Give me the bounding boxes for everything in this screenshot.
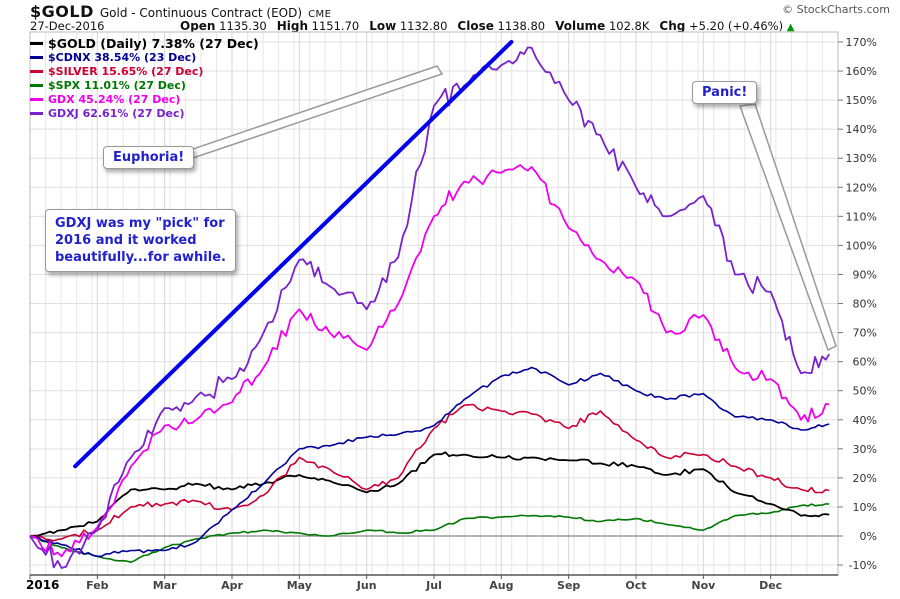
y-tick-label: 80% <box>853 298 877 311</box>
legend-label: $SPX 11.01% (27 Dec) <box>48 79 186 92</box>
panic-annotation: Panic! <box>692 81 758 104</box>
legend-swatch <box>30 98 43 101</box>
series-line-spx <box>29 503 830 563</box>
x-tick-label: Aug <box>489 579 513 592</box>
quote-open: Open 1135.30 <box>180 19 267 33</box>
x-tick-label: Jul <box>425 579 442 592</box>
note-line-2: 2016 and it worked <box>55 233 197 248</box>
y-tick-label: 70% <box>853 327 877 340</box>
quote-low: Low 1132.80 <box>369 19 448 33</box>
y-tick-label: 140% <box>846 123 877 136</box>
legend-item-5: GDXJ 62.61% (27 Dec) <box>30 107 259 120</box>
x-tick-label: 2016 <box>26 578 59 592</box>
y-tick-label: 20% <box>853 472 877 485</box>
x-tick-label: May <box>287 579 312 592</box>
x-tick-label: Feb <box>86 579 109 592</box>
legend-swatch <box>30 84 43 87</box>
y-tick-label: 110% <box>846 210 877 223</box>
legend-item-4: GDX 45.24% (27 Dec) <box>30 93 259 106</box>
legend-label: $GOLD (Daily) 7.38% (27 Dec) <box>48 36 259 51</box>
legend-item-0: $GOLD (Daily) 7.38% (27 Dec) <box>30 36 259 51</box>
trendline <box>73 39 514 469</box>
series-line-gold <box>29 451 830 537</box>
legend-swatch <box>30 56 43 59</box>
series-line-silver <box>29 403 830 542</box>
exchange: CME <box>308 9 332 20</box>
y-tick-label: 150% <box>846 94 877 107</box>
quote-volume: Volume 102.8K <box>555 19 650 33</box>
series-line-gdx <box>29 164 830 558</box>
y-tick-label: 0% <box>860 530 877 543</box>
gdxj-note-annotation: GDXJ was my "pick" for 2016 and it worke… <box>45 209 236 272</box>
y-tick-label: 120% <box>846 181 877 194</box>
legend-item-1: $CDNX 38.54% (23 Dec) <box>30 51 259 64</box>
quote-high: High 1151.70 <box>276 19 360 33</box>
legend-label: $CDNX 38.54% (23 Dec) <box>48 51 197 64</box>
symbol: $GOLD <box>30 2 94 21</box>
series-line-gdxj <box>29 46 830 569</box>
note-line-1: GDXJ was my "pick" for <box>55 216 225 231</box>
legend-swatch <box>30 112 43 115</box>
note-line-3: beautifully...for awhile. <box>55 250 226 265</box>
x-tick-label: Oct <box>625 579 646 592</box>
y-tick-label: 10% <box>853 501 877 514</box>
x-tick-label: Mar <box>153 579 177 592</box>
panic-pointer <box>738 103 837 352</box>
up-arrow-icon: ▲ <box>786 22 795 33</box>
y-tick-label: 50% <box>853 385 877 398</box>
security-name: Gold - Continuous Contract (EOD) <box>99 6 303 20</box>
legend-label: GDXJ 62.61% (27 Dec) <box>48 107 185 120</box>
y-tick-label: -10% <box>849 559 877 572</box>
y-tick-label: 130% <box>846 152 877 165</box>
series-line-cdnx <box>29 366 830 558</box>
quote-close: Close 1138.80 <box>457 19 546 33</box>
y-tick-label: 40% <box>853 414 877 427</box>
x-tick-label: Sep <box>557 579 580 592</box>
y-tick-label: 90% <box>853 268 877 281</box>
x-tick-label: Dec <box>759 579 782 592</box>
legend-swatch <box>30 42 43 45</box>
y-tick-label: 60% <box>853 356 877 369</box>
y-tick-label: 30% <box>853 443 877 456</box>
y-tick-label: 160% <box>846 65 877 78</box>
x-tick-label: Apr <box>221 579 243 592</box>
legend-swatch <box>30 70 43 73</box>
quote-change: Chg +5.20 (+0.46%) ▲ <box>659 19 795 33</box>
legend-item-3: $SPX 11.01% (27 Dec) <box>30 79 259 92</box>
legend-label: $SILVER 15.65% (27 Dec) <box>48 65 204 78</box>
legend-item-2: $SILVER 15.65% (27 Dec) <box>30 65 259 78</box>
quote-bar: 27-Dec-2016 Open 1135.30 High 1151.70 Low 1… <box>30 19 804 33</box>
chart-header: $GOLD Gold - Continuous Contract (EOD) CME <box>30 2 332 21</box>
quote-date: 27-Dec-2016 <box>30 19 105 33</box>
legend-label: GDX 45.24% (27 Dec) <box>48 93 181 106</box>
euphoria-annotation: Euphoria! <box>103 146 195 169</box>
y-tick-label: 170% <box>846 36 877 49</box>
x-tick-label: Nov <box>691 579 716 592</box>
stockcharts-watermark: © StockCharts.com <box>782 3 890 16</box>
y-tick-label: 100% <box>846 239 877 252</box>
legend: $GOLD (Daily) 7.38% (27 Dec) $CDNX 38.54%… <box>30 36 259 121</box>
x-tick-label: Jun <box>356 579 377 592</box>
